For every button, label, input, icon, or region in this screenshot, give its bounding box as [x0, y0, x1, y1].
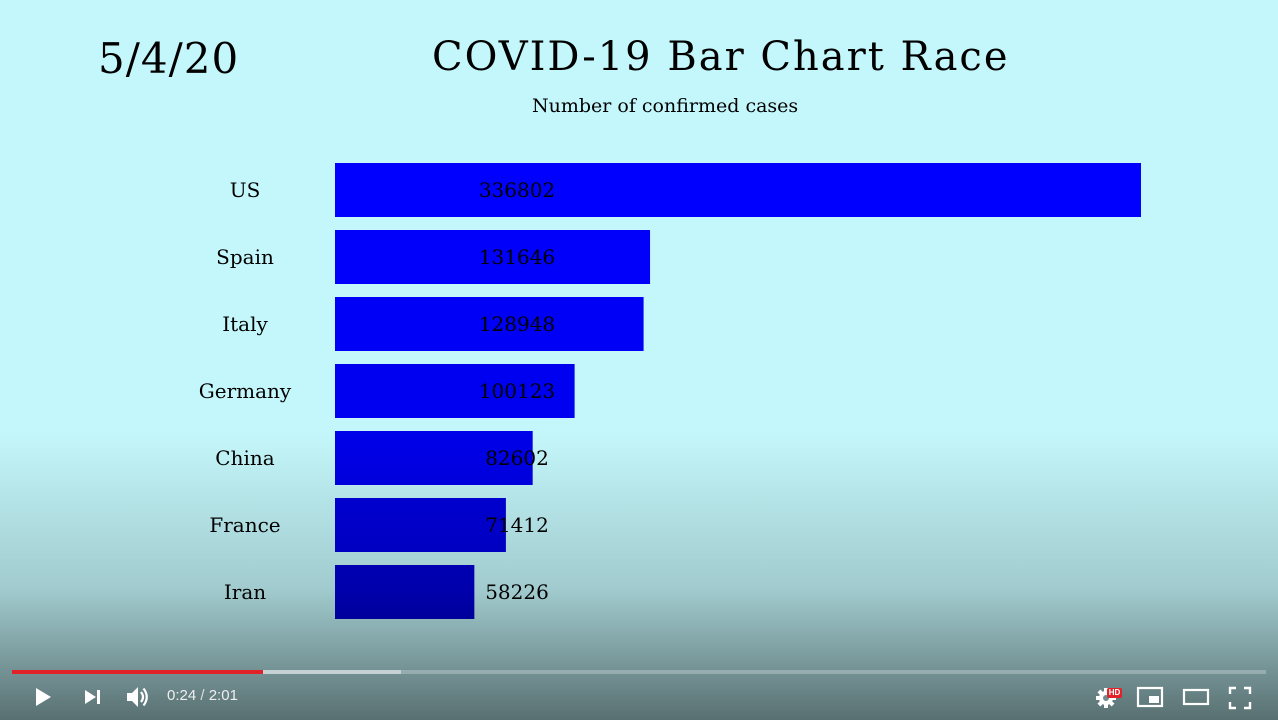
- settings-icon: [1096, 688, 1116, 708]
- value-label: 131646: [479, 245, 555, 269]
- theater-mode-button[interactable]: [1182, 687, 1210, 707]
- theater-mode-icon: [1182, 688, 1210, 706]
- bar-iran: [335, 565, 475, 619]
- chart-subtitle: Number of confirmed cases: [532, 95, 799, 117]
- play-button[interactable]: [30, 685, 54, 709]
- value-label: 82602: [485, 446, 549, 470]
- bar-italy: [335, 297, 644, 351]
- next-button[interactable]: [81, 685, 105, 709]
- volume-icon: [127, 687, 148, 707]
- category-label: Iran: [224, 580, 266, 604]
- value-label: 71412: [485, 513, 549, 537]
- category-label: US: [230, 178, 261, 202]
- volume-button[interactable]: [124, 684, 152, 710]
- value-label: 336802: [479, 178, 555, 202]
- time-display: 0:24 / 2:01: [167, 687, 238, 704]
- hd-badge: HD: [1107, 688, 1122, 698]
- next-icon: [85, 690, 100, 704]
- bar-france: [335, 498, 506, 552]
- category-label: China: [215, 446, 274, 470]
- miniplayer-icon: [1136, 686, 1164, 708]
- chart-date: 5/4/20: [98, 34, 240, 83]
- chart-title: COVID-19 Bar Chart Race: [432, 34, 1010, 80]
- fullscreen-button[interactable]: [1228, 686, 1252, 710]
- value-label: 100123: [479, 379, 555, 403]
- category-label: France: [209, 513, 280, 537]
- play-icon: [36, 688, 51, 706]
- miniplayer-button[interactable]: [1136, 686, 1164, 708]
- progress-played: [12, 670, 263, 674]
- settings-button[interactable]: [1094, 685, 1120, 711]
- value-label: 128948: [479, 312, 555, 336]
- bar-germany: [335, 364, 575, 418]
- category-label: Italy: [222, 312, 268, 336]
- fullscreen-icon: [1228, 686, 1252, 710]
- bar-us: [335, 163, 1141, 217]
- current-time: 0:24: [167, 687, 197, 704]
- progress-bar[interactable]: [12, 670, 1266, 674]
- time-separator: /: [196, 687, 209, 704]
- category-label: Spain: [216, 245, 274, 269]
- value-label: 58226: [485, 580, 549, 604]
- bar-spain: [335, 230, 651, 284]
- category-label: Germany: [199, 379, 292, 403]
- duration: 2:01: [208, 687, 238, 704]
